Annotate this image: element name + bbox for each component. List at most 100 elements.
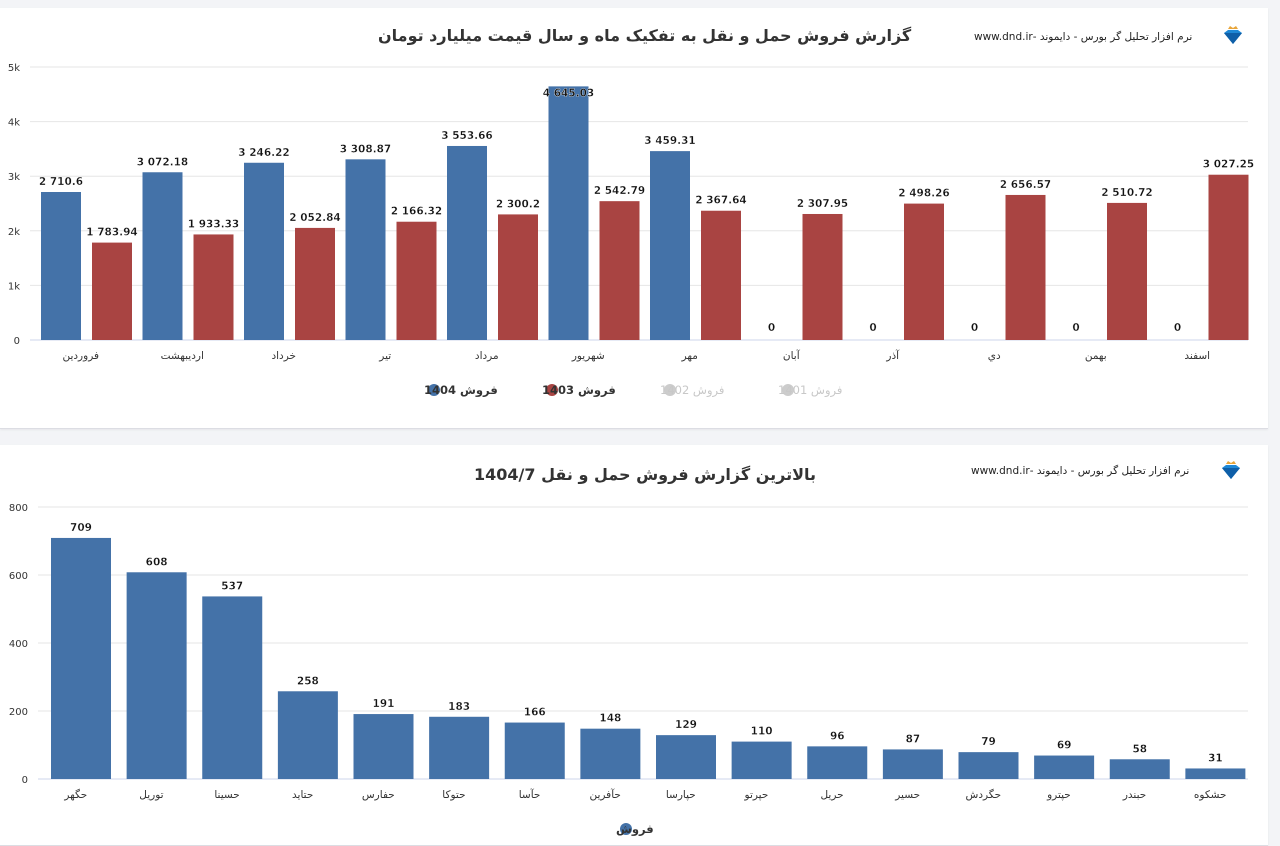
x-tick-label: حپترو bbox=[1046, 789, 1071, 801]
data-label: 58 bbox=[1132, 743, 1147, 755]
legend-marker[interactable] bbox=[782, 384, 794, 396]
y-tick-label: 600 bbox=[9, 571, 28, 582]
bar[interactable] bbox=[882, 749, 943, 779]
bar[interactable] bbox=[1109, 759, 1170, 779]
x-tick-label: اردیبهشت bbox=[161, 350, 204, 362]
legend-marker[interactable] bbox=[620, 823, 632, 835]
bar[interactable] bbox=[396, 221, 437, 340]
bar[interactable] bbox=[701, 210, 741, 340]
bar[interactable] bbox=[599, 201, 640, 340]
bar[interactable] bbox=[802, 213, 843, 340]
bar[interactable] bbox=[92, 242, 132, 340]
x-tick-label: حشکوه bbox=[1194, 789, 1227, 801]
data-label: 2 542.79 bbox=[594, 185, 645, 197]
x-tick-label: حگهر bbox=[63, 788, 87, 801]
x-tick-label: مهر bbox=[681, 350, 698, 362]
bar[interactable] bbox=[277, 691, 338, 779]
x-tick-label: حریل bbox=[820, 789, 843, 801]
bar[interactable] bbox=[202, 596, 263, 779]
data-label: 96 bbox=[830, 730, 845, 742]
data-label: 31 bbox=[1208, 752, 1223, 764]
bar[interactable] bbox=[353, 714, 414, 779]
bar[interactable] bbox=[731, 741, 792, 779]
sales-by-month-card: گزارش فروش حمل و نقل به تفکیک ماه و سال … bbox=[0, 8, 1268, 429]
data-label: 0 bbox=[768, 322, 775, 334]
bar[interactable] bbox=[580, 728, 641, 779]
data-label: 0 bbox=[971, 322, 978, 334]
bar[interactable] bbox=[1185, 768, 1246, 779]
data-label: 166 bbox=[524, 707, 546, 719]
x-tick-label: تیر bbox=[378, 350, 391, 362]
data-label: 2 710.6 bbox=[39, 176, 83, 188]
x-tick-label: حفارس bbox=[362, 789, 395, 801]
data-label: 2 052.84 bbox=[289, 212, 340, 224]
bar[interactable] bbox=[142, 172, 183, 340]
data-label: 69 bbox=[1057, 740, 1072, 752]
x-tick-label: اسفند bbox=[1184, 350, 1210, 362]
x-tick-label: خرداد bbox=[271, 350, 296, 362]
y-tick-label: 200 bbox=[9, 707, 28, 718]
diamond-logo-icon bbox=[1222, 461, 1240, 479]
data-label: 2 300.2 bbox=[496, 198, 540, 210]
legend-marker[interactable] bbox=[546, 384, 558, 396]
bar[interactable] bbox=[498, 214, 538, 340]
data-label: 2 166.32 bbox=[391, 206, 442, 218]
legend-marker[interactable] bbox=[428, 384, 440, 396]
bar[interactable] bbox=[51, 537, 111, 779]
data-label: 3 072.18 bbox=[137, 156, 188, 168]
diamond-logo-icon bbox=[1224, 26, 1242, 44]
bar[interactable] bbox=[807, 746, 868, 779]
data-label: 183 bbox=[448, 701, 470, 713]
data-label: 2 498.26 bbox=[898, 188, 949, 200]
data-label: 2 656.57 bbox=[1000, 179, 1051, 191]
data-label: 709 bbox=[70, 522, 92, 534]
bar[interactable] bbox=[904, 203, 944, 340]
legend-item[interactable]: فروش 1402 bbox=[660, 383, 724, 398]
x-tick-label: حتاید bbox=[292, 789, 313, 801]
legend-item[interactable]: فروش 1404 bbox=[424, 383, 498, 398]
bar-chart-monthly: 0 1k 2k 3k 4k 5k 2 710.6 1 783.94 فروردین 3 072.1… bbox=[8, 63, 1255, 398]
bar[interactable] bbox=[429, 716, 490, 779]
x-tick-label: فروردین bbox=[62, 350, 99, 362]
y-tick-label: 400 bbox=[9, 639, 28, 650]
data-label: 2 510.72 bbox=[1101, 187, 1152, 199]
bar[interactable] bbox=[1208, 174, 1249, 340]
legend-item[interactable]: فروش 1403 bbox=[542, 383, 616, 398]
x-tick-label: حپرتو bbox=[744, 789, 769, 801]
x-tick-label: حآفرین bbox=[589, 788, 620, 801]
bar[interactable] bbox=[126, 572, 187, 779]
data-label: 191 bbox=[373, 698, 395, 710]
bar[interactable] bbox=[1034, 755, 1095, 779]
x-tick-label: حسینا bbox=[214, 789, 239, 801]
bar[interactable] bbox=[504, 722, 565, 779]
x-tick-label: حگردش bbox=[966, 788, 1002, 801]
bar[interactable] bbox=[295, 227, 335, 340]
data-label: 0 bbox=[1072, 322, 1079, 334]
y-tick-label: 4k bbox=[8, 118, 20, 129]
bar[interactable] bbox=[447, 145, 487, 340]
data-label: 79 bbox=[981, 736, 996, 748]
data-label: 87 bbox=[906, 733, 921, 745]
y-tick-label: 5k bbox=[8, 63, 20, 74]
bar[interactable] bbox=[1107, 202, 1147, 340]
x-tick-label: حبندر bbox=[1122, 789, 1146, 801]
bar[interactable] bbox=[244, 162, 284, 340]
data-label: 3 308.87 bbox=[340, 143, 391, 155]
legend-item[interactable]: فروش 1401 bbox=[778, 383, 842, 398]
bar[interactable] bbox=[193, 234, 234, 340]
bar[interactable] bbox=[1005, 194, 1046, 340]
bar[interactable] bbox=[958, 752, 1019, 779]
bar[interactable] bbox=[41, 192, 81, 340]
legend-item[interactable]: فروش bbox=[616, 822, 654, 837]
data-label: 0 bbox=[869, 322, 876, 334]
legend-marker[interactable] bbox=[664, 384, 676, 396]
bar[interactable] bbox=[656, 735, 716, 779]
y-tick-label: 1k bbox=[8, 281, 20, 292]
bar[interactable] bbox=[345, 159, 386, 340]
bar[interactable] bbox=[650, 151, 690, 340]
x-tick-label: شهریور bbox=[571, 350, 605, 362]
bar[interactable] bbox=[548, 86, 589, 340]
brand-text: نرم افزار تحلیل گر بورس - دایموند -www.d… bbox=[971, 465, 1190, 477]
data-label: 608 bbox=[146, 556, 168, 568]
x-tick-label: آبان bbox=[783, 349, 801, 362]
